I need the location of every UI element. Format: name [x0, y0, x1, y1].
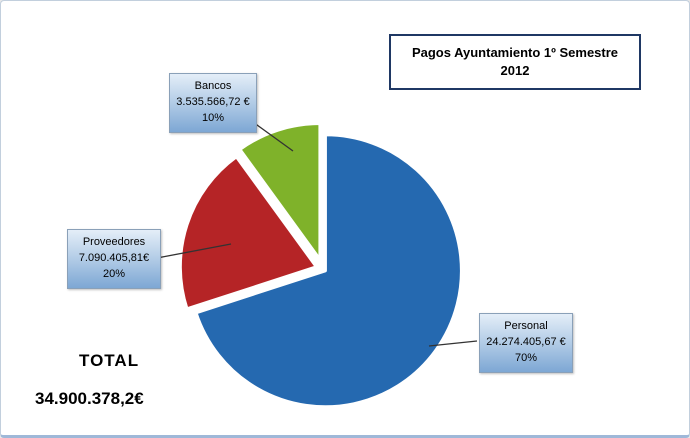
slice-label: Bancos [194, 80, 232, 92]
slice-value: 3.535.566,72 € [176, 95, 250, 108]
slice-value: 7.090.405,81€ [78, 251, 150, 264]
leader-line-proveedores [156, 243, 232, 259]
pie-slice-personal [194, 133, 463, 409]
slice-percent: 20% [102, 267, 126, 280]
slice-label: Proveedores [82, 236, 146, 248]
slice-percent: 10% [201, 111, 225, 124]
label-box-proveedores: Proveedores 7.090.405,81€ 20% [67, 229, 161, 289]
slice-percent: 70% [514, 351, 538, 364]
label-box-bancos: Bancos 3.535.566,72 € 10% [169, 73, 257, 133]
total-label: TOTAL [79, 351, 140, 370]
total-value: 34.900.378,2€ [35, 389, 144, 408]
label-box-personal: Personal 24.274.405,67 € 70% [479, 313, 573, 373]
leader-line-personal [428, 340, 478, 347]
chart-title: Pagos Ayuntamiento 1º Semestre 2012 [389, 34, 641, 90]
slice-value: 24.274.405,67 € [486, 335, 566, 348]
pie-slice-proveedores [178, 155, 318, 311]
chart-title-text: Pagos Ayuntamiento 1º Semestre 2012 [411, 45, 619, 78]
pie-slice-bancos [238, 121, 322, 261]
pie-slices [178, 121, 463, 409]
slice-label: Personal [504, 320, 548, 332]
